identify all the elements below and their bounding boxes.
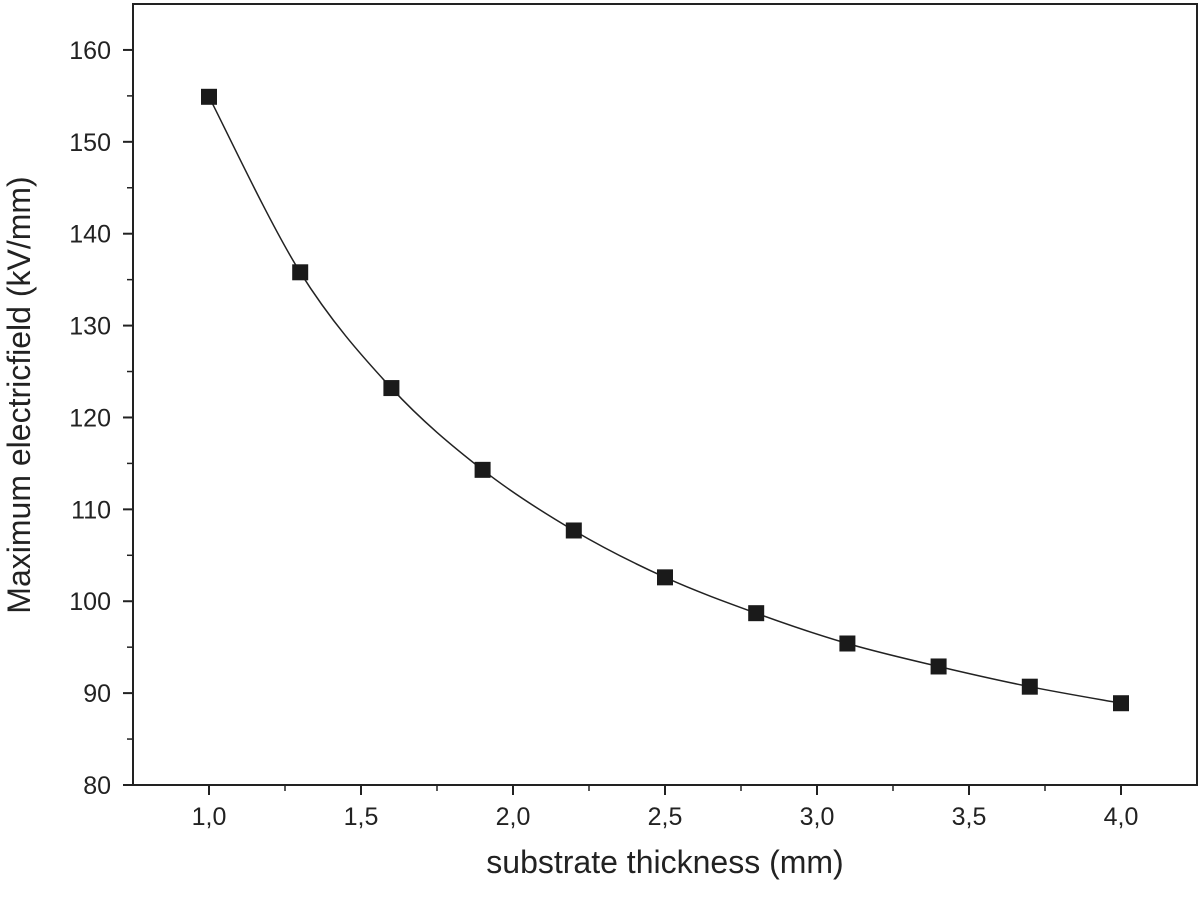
data-point <box>1113 695 1129 712</box>
data-point <box>565 522 582 539</box>
y-tick-label: 150 <box>69 129 111 157</box>
x-axis-title: substrate thickness (mm) <box>486 844 843 880</box>
x-tick-label: 4,0 <box>1104 803 1139 831</box>
data-point <box>292 264 309 281</box>
data-point <box>1021 678 1038 695</box>
x-tick-label: 3,0 <box>800 803 835 831</box>
x-tick-label: 3,5 <box>952 803 987 831</box>
series-markers <box>201 88 1129 712</box>
series-line <box>208 96 1122 704</box>
data-point <box>930 658 947 675</box>
data-point <box>201 88 217 105</box>
data-point <box>657 569 673 586</box>
data-point <box>748 605 765 622</box>
y-tick-label: 140 <box>69 221 111 249</box>
y-axis-title: Maximum electricfield (kV/mm) <box>1 176 37 613</box>
y-tick-label: 90 <box>83 680 111 708</box>
y-tick-label: 110 <box>71 496 111 524</box>
x-tick-label: 1,5 <box>344 803 379 831</box>
data-point <box>383 380 400 397</box>
y-tick-label: 130 <box>69 313 111 341</box>
plot-frame <box>132 3 1198 786</box>
data-point <box>839 635 856 652</box>
y-tick-label: 80 <box>83 772 111 800</box>
x-axis-ticks: 1,0 1,5 2,0 2,5 3,0 3,5 4,0 <box>192 785 1139 831</box>
x-tick-label: 1,0 <box>192 803 227 831</box>
y-tick-label: 100 <box>69 588 111 616</box>
y-tick-label: 120 <box>69 404 111 432</box>
data-point <box>474 461 491 478</box>
y-tick-label: 160 <box>69 37 111 65</box>
y-axis-ticks: 80 90 100 110 120 130 140 150 160 <box>69 37 133 800</box>
x-tick-label: 2,0 <box>496 803 531 831</box>
x-tick-label: 2,5 <box>648 803 683 831</box>
